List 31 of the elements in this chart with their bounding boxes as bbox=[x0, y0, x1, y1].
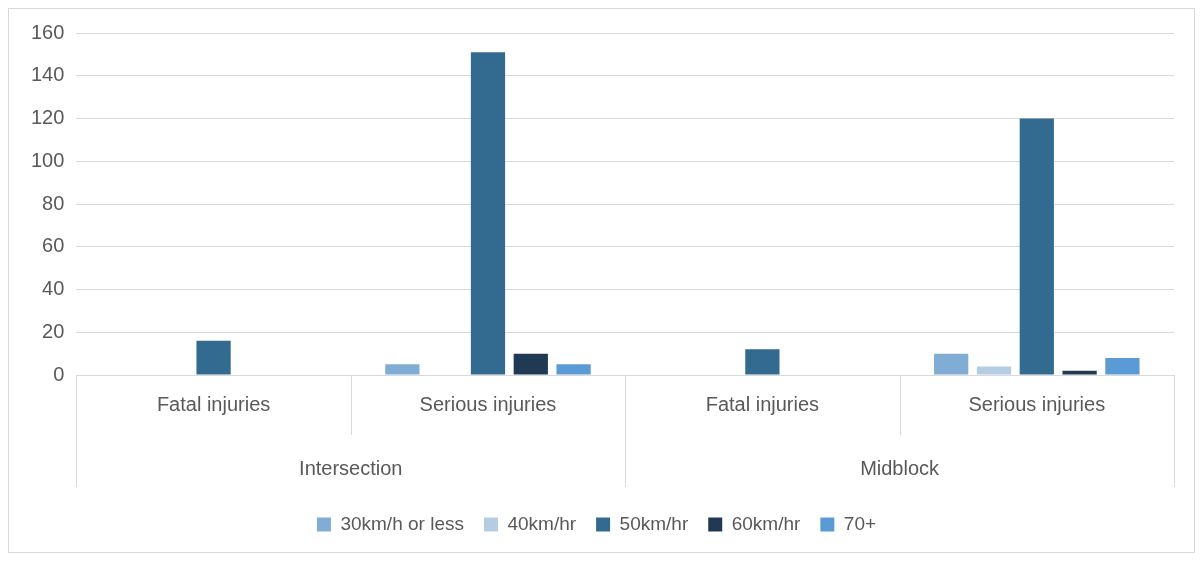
bar bbox=[470, 52, 506, 375]
y-tick-label: 20 bbox=[42, 319, 65, 342]
bar bbox=[1105, 357, 1140, 375]
y-tick-label: 140 bbox=[30, 63, 65, 86]
bar bbox=[556, 364, 591, 375]
y-tick-label: 60 bbox=[42, 234, 65, 257]
legend-label: 30km/h or less bbox=[340, 512, 464, 534]
text: Intersection bbox=[299, 456, 403, 479]
y-tick-label: 100 bbox=[30, 148, 65, 171]
bar bbox=[385, 364, 420, 375]
bar bbox=[1062, 370, 1097, 375]
bar bbox=[934, 353, 969, 375]
bar bbox=[1019, 118, 1054, 375]
legend-label: 60km/hr bbox=[731, 512, 802, 534]
x-tick-label: Serious injuries bbox=[968, 392, 1106, 415]
legend-label: 40km/hr bbox=[507, 512, 577, 534]
x-tick-label: Fatal injuries bbox=[156, 392, 271, 415]
bar bbox=[196, 340, 231, 375]
x-tick-label: Fatal injuries bbox=[705, 392, 820, 415]
y-tick-label: 40 bbox=[42, 277, 65, 300]
y-tick-label: 120 bbox=[30, 106, 65, 129]
legend-label: 70+ bbox=[843, 512, 877, 534]
y-tick-label: 80 bbox=[42, 191, 65, 214]
legend-label: 50km/hr bbox=[619, 512, 689, 534]
text: Midblock bbox=[860, 456, 941, 479]
bar bbox=[976, 366, 1012, 375]
y-tick-label: 160 bbox=[30, 20, 65, 43]
bar bbox=[513, 353, 548, 375]
y-tick-label: 0 bbox=[53, 362, 65, 385]
bar bbox=[745, 349, 780, 375]
x-tick-label: Serious injuries bbox=[419, 392, 557, 415]
